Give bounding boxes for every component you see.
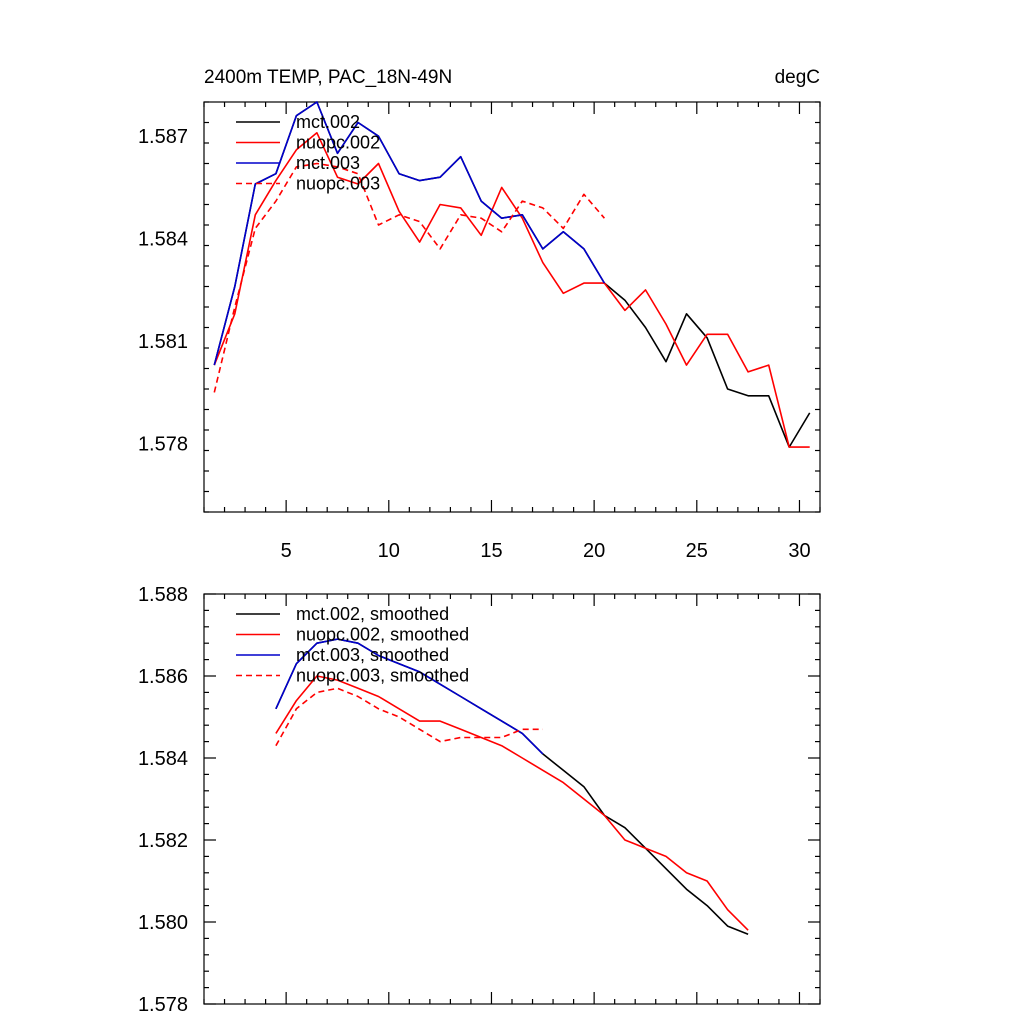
top-panel: 2400m TEMP, PAC_18N-49N degC 5 10 15 20 25 30… bbox=[138, 67, 821, 562]
legend-label: nuopc.003 bbox=[296, 174, 380, 194]
series-line bbox=[213, 101, 606, 366]
series-line bbox=[275, 638, 544, 755]
series-line bbox=[213, 132, 810, 448]
y-tick-label: 1.587 bbox=[138, 126, 188, 148]
series-line bbox=[213, 162, 606, 393]
units-label: degC bbox=[775, 67, 820, 88]
series-line bbox=[275, 675, 749, 931]
y-tick-label: 1.580 bbox=[138, 912, 188, 934]
x-tick-label: 25 bbox=[686, 540, 708, 562]
y-tick-label: 1.578 bbox=[138, 994, 188, 1016]
legend-label: mct.003, smoothed bbox=[296, 645, 449, 665]
bottom-panel: 1.578 1.580 1.582 1.584 1.586 1.588 mct.002, s… bbox=[138, 584, 821, 1016]
legend-label: mct.003 bbox=[296, 153, 360, 173]
legend-label: mct.002, smoothed bbox=[296, 604, 449, 624]
y-tick-label: 1.578 bbox=[138, 434, 188, 456]
legend-label: nuopc.003, smoothed bbox=[296, 666, 469, 686]
y-tick-label: 1.588 bbox=[138, 584, 188, 606]
x-tick-label: 30 bbox=[788, 540, 810, 562]
legend-label: nuopc.002 bbox=[296, 133, 380, 153]
x-tick-label: 5 bbox=[281, 540, 292, 562]
y-tick-label: 1.584 bbox=[138, 229, 188, 251]
y-tick-label: 1.581 bbox=[138, 331, 188, 353]
legend-label: mct.002 bbox=[296, 112, 360, 132]
series-line bbox=[275, 687, 543, 747]
y-tick-label: 1.584 bbox=[138, 748, 188, 770]
x-tick-label: 20 bbox=[583, 540, 605, 562]
y-tick-label: 1.586 bbox=[138, 666, 188, 688]
chart-title: 2400m TEMP, PAC_18N-49N bbox=[204, 67, 452, 88]
x-tick-label: 15 bbox=[480, 540, 502, 562]
x-tick-label: 10 bbox=[378, 540, 400, 562]
y-tick-label: 1.582 bbox=[138, 830, 188, 852]
legend-label: nuopc.002, smoothed bbox=[296, 625, 469, 645]
